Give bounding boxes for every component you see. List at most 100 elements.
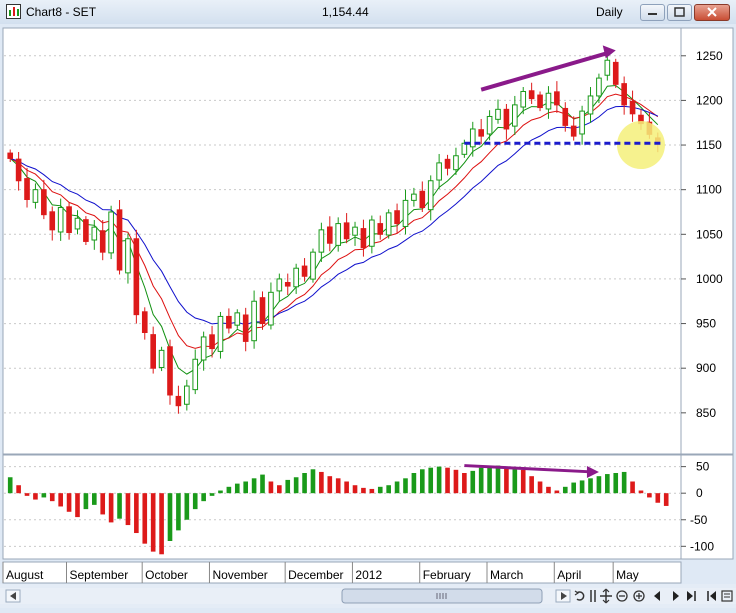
candle-body [512, 104, 518, 127]
histogram-bar [588, 478, 593, 494]
histogram-divergence-arrowhead [586, 465, 599, 478]
histogram-bar [176, 493, 181, 531]
candle-body [200, 336, 207, 361]
candle-body [83, 219, 89, 242]
candle-body [326, 226, 333, 244]
candle-body [167, 346, 173, 396]
price-tick-label: 1250 [696, 49, 723, 63]
horizontal-scrollbar[interactable] [0, 584, 736, 608]
scroll-forward-icon[interactable] [673, 591, 679, 601]
histogram-bar [234, 483, 240, 494]
minimize-button[interactable] [640, 4, 665, 21]
candle-body [259, 297, 266, 325]
date-axis: August September October November December 20… [2, 561, 682, 584]
histogram-bar [310, 469, 316, 494]
histogram-bar [554, 490, 560, 494]
scroll-end-icon[interactable] [687, 591, 696, 601]
close-button[interactable] [694, 4, 730, 21]
candle-body [604, 59, 611, 76]
histogram-bar [201, 493, 206, 502]
candle-body [369, 219, 375, 247]
histogram-bar [134, 493, 139, 534]
histogram-divergence-arrow [464, 464, 593, 474]
pan-icon[interactable] [600, 588, 612, 604]
histogram-bar [293, 477, 299, 494]
chart-area[interactable]: 1250 1200 1150 1100 1050 1000 950 900 850 50 0 -50… [0, 24, 736, 584]
candle-body [503, 108, 510, 130]
zoom-out-icon[interactable] [616, 590, 628, 602]
histogram-bar [621, 471, 627, 494]
candle-body [419, 190, 426, 209]
candle-body [360, 228, 367, 249]
candle-body [427, 180, 434, 211]
candle-body [209, 334, 215, 350]
refresh-icon[interactable] [574, 590, 585, 601]
histogram-bar [613, 473, 619, 494]
candle-body [343, 222, 350, 240]
histogram-bar [344, 481, 349, 494]
candle-body [158, 349, 165, 368]
histogram-axis: 50 0 -50 -100 [681, 460, 714, 553]
candle-body [335, 223, 342, 246]
maximize-button[interactable] [667, 4, 692, 21]
maximize-icon [674, 7, 685, 17]
candle-body [49, 211, 56, 231]
histogram-annotations [464, 464, 599, 478]
histogram-bar [403, 478, 408, 494]
candle-body [74, 217, 81, 230]
histogram-bar [327, 476, 333, 494]
histogram-bar [529, 476, 534, 494]
histogram-bar [24, 493, 30, 496]
pointer-icon[interactable] [590, 590, 596, 602]
price-tick-label: 900 [696, 361, 716, 375]
histogram-bar [251, 478, 257, 494]
price-panel[interactable]: 1250 1200 1150 1100 1050 1000 950 900 850 [2, 27, 734, 455]
histogram-bar [142, 493, 148, 544]
histogram-panel[interactable]: 50 0 -50 -100 [2, 454, 734, 560]
candle-body [226, 315, 232, 329]
histogram-bar [192, 493, 198, 510]
histogram-bar [562, 486, 568, 494]
histogram-bar [487, 466, 492, 494]
candle-body [242, 314, 249, 342]
histogram-bar [596, 476, 602, 494]
candle-body [217, 315, 224, 352]
date-label: March [490, 568, 523, 582]
histogram-bar [7, 477, 13, 494]
candle-body [301, 265, 308, 277]
scroll-thumb[interactable] [341, 588, 543, 604]
histogram-tick-label: 0 [696, 486, 703, 500]
chart-properties-icon[interactable] [721, 590, 733, 602]
candle-body [66, 206, 72, 234]
price-tick-label: 1200 [696, 93, 723, 107]
price-divergence-arrowhead [602, 45, 616, 59]
histogram-bar [537, 481, 543, 494]
histogram-bar [647, 493, 652, 498]
histogram-bar [277, 485, 282, 494]
histogram-bar [184, 493, 190, 520]
zoom-in-icon[interactable] [633, 590, 645, 602]
candle-body [184, 385, 190, 405]
histogram-bar [243, 481, 249, 494]
histogram-bar [91, 493, 97, 505]
scroll-start-icon[interactable] [707, 591, 716, 601]
price-tick-label: 1150 [696, 138, 722, 152]
histogram-bar [546, 486, 551, 494]
scroll-back-icon[interactable] [654, 591, 660, 601]
highlight-circle [616, 121, 665, 170]
candle-body [352, 226, 358, 236]
candle-body [377, 223, 384, 235]
candle-body [15, 158, 22, 182]
histogram-bar [285, 479, 291, 494]
date-label: September [69, 568, 128, 582]
histogram-bar [159, 493, 164, 555]
histogram-bar [445, 467, 450, 494]
candle-body [57, 207, 64, 233]
period-label: Daily [596, 5, 623, 19]
title-bar[interactable]: Chart8 - SET 1,154.44 Daily [0, 0, 736, 24]
candle-body [24, 178, 30, 200]
histogram-bar [605, 474, 610, 494]
scroll-left-arrow-icon [10, 592, 16, 600]
histogram-bar [352, 485, 358, 494]
